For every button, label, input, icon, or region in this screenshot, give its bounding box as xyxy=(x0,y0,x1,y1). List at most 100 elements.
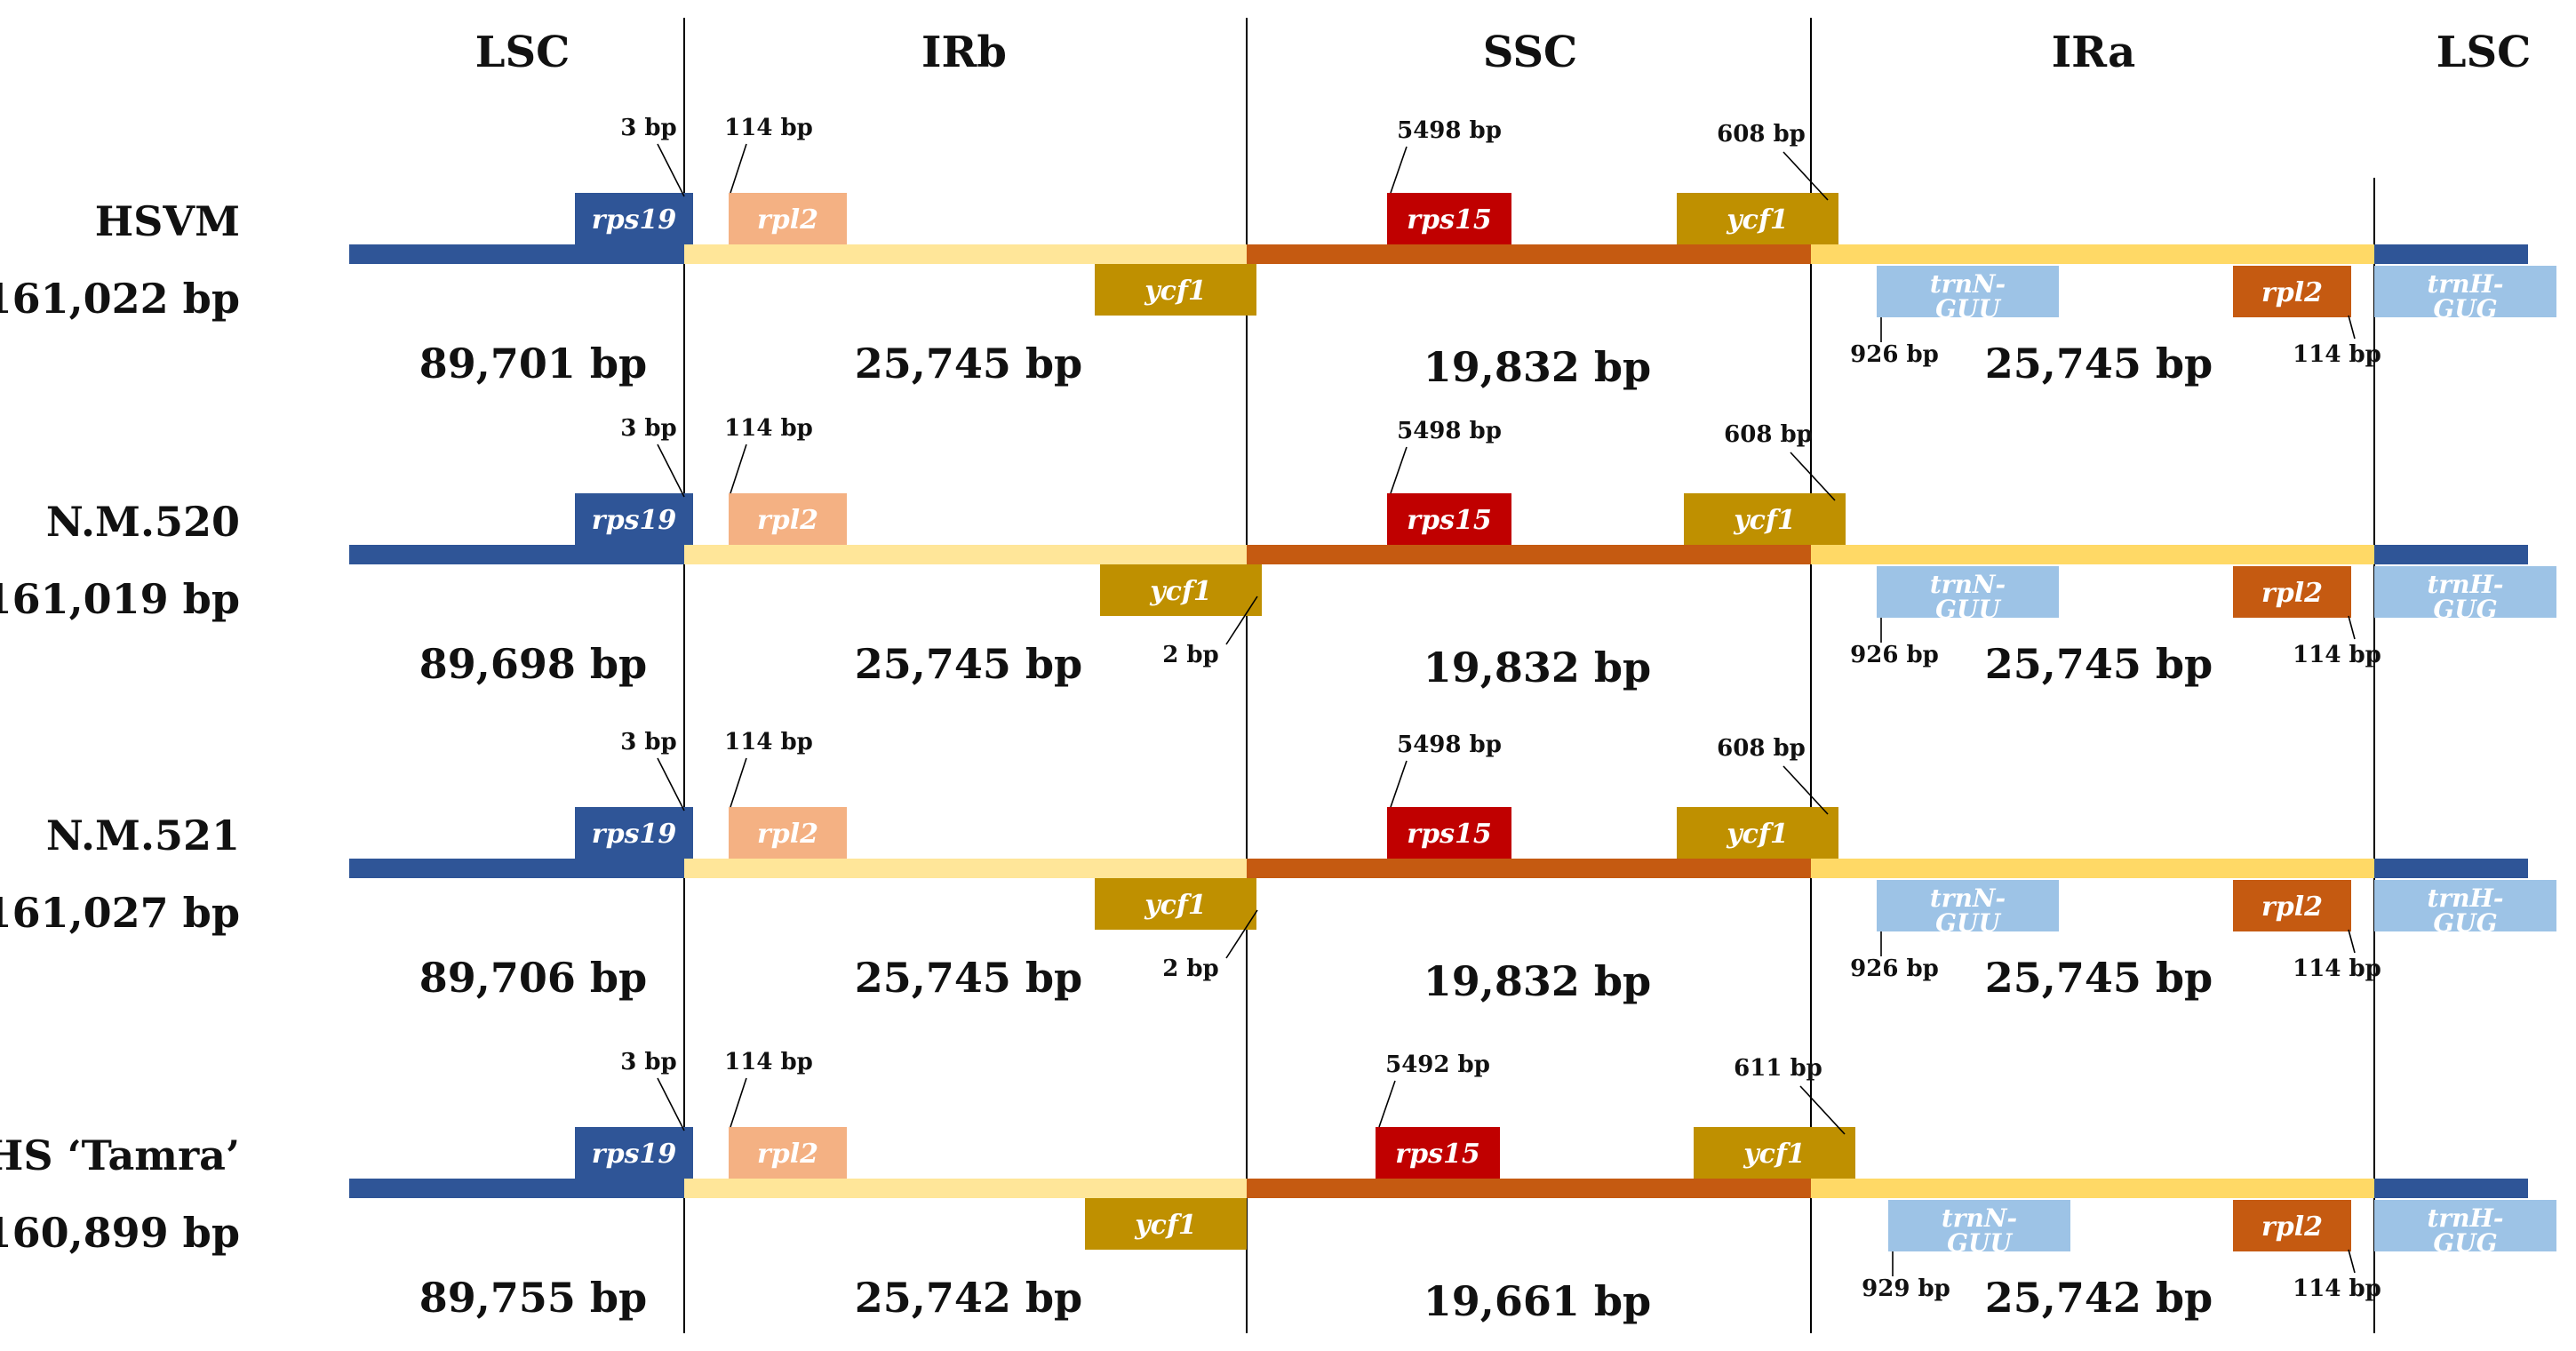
sample-length: 160,899 bp xyxy=(0,1209,240,1257)
irb-bar xyxy=(684,545,1247,564)
sample-row: N.M.521 161,027 bp rps19 rpl2 rps15 ycf1 ycf1 t… xyxy=(0,729,2556,1005)
ann-rps15-leader xyxy=(1390,446,1408,494)
trnN-gene-label-2: GUU xyxy=(1935,908,2001,938)
ssc-bar xyxy=(1247,545,1811,564)
rps15-gene-label: rps15 xyxy=(1407,819,1491,850)
sample-name: N.M.521 xyxy=(46,811,240,859)
rps15-gene-label: rps15 xyxy=(1407,204,1491,236)
trnH-gene-box xyxy=(2374,266,2556,317)
rpl2-gene-ira-label: rpl2 xyxy=(2261,277,2323,308)
ycf1-gene-upper-label: ycf1 xyxy=(1743,1139,1805,1170)
ycf1-gene-upper-label: ycf1 xyxy=(1733,505,1795,536)
lsc-bar-end xyxy=(2374,1179,2528,1198)
ann-rpl2-ira: 114 bp xyxy=(2293,341,2381,368)
trnN-gene-label: trnN- xyxy=(1930,570,2006,599)
sample-length: 161,022 bp xyxy=(0,275,240,323)
ann-rps19-leader xyxy=(657,143,685,197)
trnN-gene-label: trnN- xyxy=(1942,1203,2017,1233)
ycf1-gene-upper-box xyxy=(1677,807,1838,859)
region-header-5: LSC xyxy=(2436,28,2532,77)
region-header-1: LSC xyxy=(475,28,570,77)
ann-rpl2-ira: 114 bp xyxy=(2293,642,2381,668)
ycf1-gene-upper-label: ycf1 xyxy=(1726,204,1788,236)
rpl2-gene-label: rpl2 xyxy=(757,819,818,850)
rps19-gene-label: rps19 xyxy=(592,819,677,850)
ann-ycf1-leader xyxy=(1790,452,1836,501)
ann-rps15: 5492 bp xyxy=(1385,1051,1490,1078)
sample-name: N.M.520 xyxy=(46,498,240,546)
ann-ycf1-lower-leader xyxy=(1225,596,1258,645)
ann-rpl2: 114 bp xyxy=(724,1049,813,1075)
ssc-length: 19,832 bp xyxy=(1424,343,1651,391)
lsc-length: 89,701 bp xyxy=(419,340,647,388)
rps15-gene-box xyxy=(1387,807,1511,859)
rpl2-gene-ira-box xyxy=(2233,266,2351,317)
sample-length: 161,019 bp xyxy=(0,575,240,623)
ycf1-gene-upper-box xyxy=(1677,193,1838,244)
ann-ycf1-lower-leader xyxy=(1225,909,1258,959)
rps19-gene-box xyxy=(575,193,693,244)
rps19-gene-box xyxy=(575,1127,693,1179)
ann-rps19: 3 bp xyxy=(620,115,677,141)
sample-row: HS ‘Tamra’ 160,899 bp rps19 rpl2 rps15 ycf1 yc… xyxy=(0,1049,2556,1325)
irb-length: 25,745 bp xyxy=(855,340,1082,388)
lsc-bar-end xyxy=(2374,244,2528,264)
ycf1-gene-lower-label: ycf1 xyxy=(1144,890,1206,921)
region-headers: LSC IRb SSC IRa LSC xyxy=(475,28,2532,77)
ann-rpl2: 114 bp xyxy=(724,415,813,442)
ycf1-gene-lower-label: ycf1 xyxy=(1144,276,1206,307)
rps15-gene-label: rps15 xyxy=(1407,505,1491,536)
trnN-gene-label-2: GUU xyxy=(1947,1228,2013,1258)
lsc-bar-end xyxy=(2374,545,2528,564)
lsc-bar xyxy=(349,545,684,564)
rps19-gene-box xyxy=(575,807,693,859)
ssc-bar xyxy=(1247,244,1811,264)
trnH-gene-label-2: GUG xyxy=(2433,908,2497,938)
ann-rpl2-ira-leader xyxy=(2348,315,2356,340)
rps15-gene-box xyxy=(1376,1127,1500,1179)
ycf1-gene-lower-box xyxy=(1085,1198,1247,1250)
rpl2-gene-ira-box xyxy=(2233,880,2351,931)
ira-length: 25,745 bp xyxy=(1985,340,2213,388)
lsc-bar xyxy=(349,1179,684,1198)
ann-ycf1: 608 bp xyxy=(1717,735,1806,762)
ycf1-gene-upper-box xyxy=(1684,493,1846,545)
ann-rpl2-leader xyxy=(730,444,747,494)
irb-length: 25,745 bp xyxy=(855,954,1082,1002)
trnH-gene-box xyxy=(2374,566,2556,618)
trnN-gene-box xyxy=(1877,880,2059,931)
ann-ycf1: 611 bp xyxy=(1734,1055,1822,1082)
ssc-length: 19,661 bp xyxy=(1424,1277,1651,1325)
trnN-gene-box xyxy=(1877,566,2059,618)
ssc-bar xyxy=(1247,859,1811,878)
lsc-length: 89,706 bp xyxy=(419,954,647,1002)
ann-ycf1-lower: 2 bp xyxy=(1162,955,1219,982)
rpl2-gene-ira-label: rpl2 xyxy=(2261,578,2323,609)
irb-bar xyxy=(684,1179,1247,1198)
trnH-gene-box xyxy=(2374,880,2556,931)
rpl2-gene-ira-label: rpl2 xyxy=(2261,1211,2323,1243)
irb-length: 25,742 bp xyxy=(855,1274,1082,1322)
ann-rpl2-ira-leader xyxy=(2348,615,2356,640)
trnN-gene-label-2: GUU xyxy=(1935,595,2001,624)
ann-rps19-leader xyxy=(657,757,685,811)
ann-ycf1-leader xyxy=(1799,1085,1846,1135)
ira-length: 25,745 bp xyxy=(1985,640,2213,688)
ycf1-gene-lower-box xyxy=(1095,878,1256,930)
ycf1-gene-lower-box xyxy=(1100,564,1262,616)
ann-ycf1-leader xyxy=(1782,765,1829,815)
trnN-gene-label-2: GUU xyxy=(1935,294,2001,324)
rpl2-gene-ira-label: rpl2 xyxy=(2261,891,2323,923)
trnN-gene-box xyxy=(1888,1200,2070,1251)
sample-length: 161,027 bp xyxy=(0,889,240,937)
ann-rps19-leader xyxy=(657,444,685,498)
region-header-2: IRb xyxy=(921,28,1007,77)
ann-rpl2: 114 bp xyxy=(724,729,813,755)
ann-rps15: 5498 bp xyxy=(1397,117,1502,144)
trnH-gene-label-2: GUG xyxy=(2433,595,2497,624)
trnN-gene-label: trnN- xyxy=(1930,883,2006,913)
trnH-gene-label: trnH- xyxy=(2427,570,2503,599)
lsc-bar xyxy=(349,244,684,264)
trnH-gene-label-2: GUG xyxy=(2433,294,2497,324)
ann-rpl2-leader xyxy=(730,757,747,808)
